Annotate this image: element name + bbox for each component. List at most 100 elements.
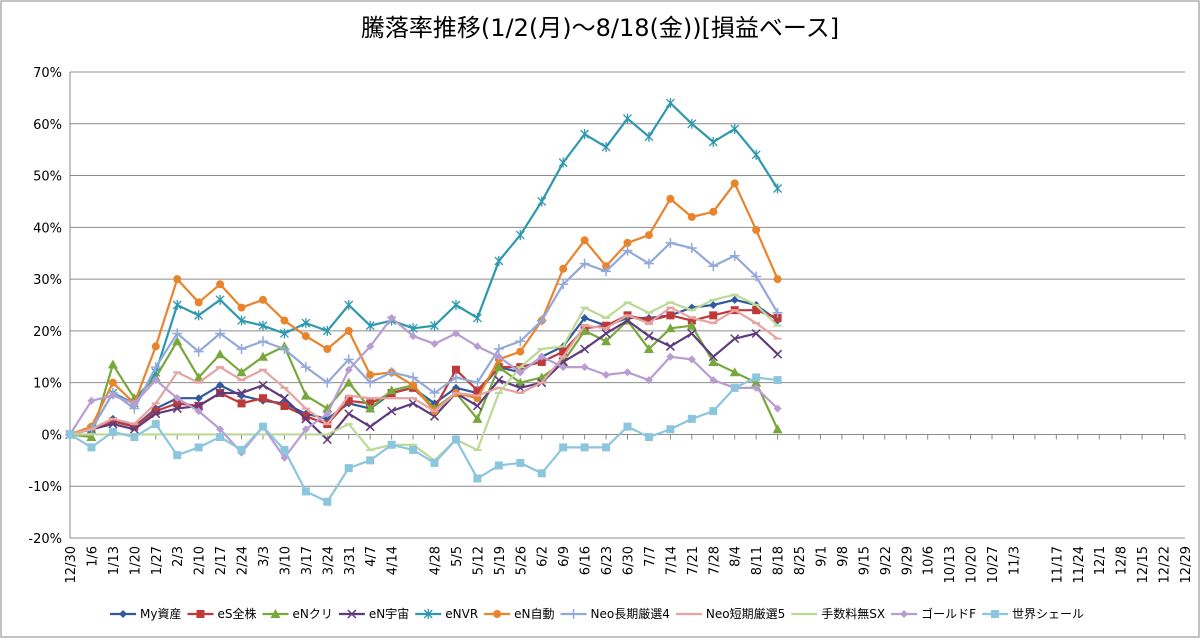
marker xyxy=(258,380,268,390)
marker xyxy=(301,318,311,329)
marker xyxy=(472,312,482,323)
marker xyxy=(301,412,310,421)
marker xyxy=(347,609,357,619)
marker xyxy=(173,394,182,403)
series-line xyxy=(69,306,779,436)
marker xyxy=(730,295,739,304)
marker xyxy=(579,325,590,335)
marker xyxy=(559,443,568,452)
marker xyxy=(730,383,739,392)
marker xyxy=(301,487,310,496)
marker xyxy=(666,425,675,434)
marker xyxy=(643,258,654,269)
x-tick-label: 1/6 xyxy=(85,546,100,567)
y-tick-label: 50% xyxy=(33,170,62,185)
x-tick-label: 3/3 xyxy=(257,546,272,567)
marker xyxy=(237,388,247,398)
marker xyxy=(579,258,590,269)
x-tick-label: 1/13 xyxy=(107,546,122,575)
series-line xyxy=(69,319,779,441)
marker xyxy=(322,377,333,388)
marker xyxy=(580,344,590,354)
marker xyxy=(493,610,502,618)
marker xyxy=(366,370,375,379)
legend: My資産 eS全株 eNクリ eN宇宙 eNVR eN自動 Neo長期厳選4 Neo短期厳選5… xyxy=(110,606,1084,621)
legend-label: 世界シェール xyxy=(1012,607,1084,621)
marker xyxy=(194,394,203,403)
marker xyxy=(365,377,376,388)
marker xyxy=(665,237,676,248)
marker xyxy=(580,129,590,140)
marker xyxy=(279,344,290,355)
marker xyxy=(237,399,246,408)
marker xyxy=(752,383,761,392)
marker xyxy=(216,433,225,442)
marker xyxy=(709,376,718,385)
x-tick-label: 3/17 xyxy=(300,546,315,575)
marker xyxy=(580,363,589,372)
marker xyxy=(344,326,353,335)
marker xyxy=(623,113,632,124)
x-tick-label: 9/22 xyxy=(879,546,894,575)
legend-label: eNクリ xyxy=(293,607,333,621)
marker xyxy=(729,367,740,377)
x-tick-label: 10/20 xyxy=(965,546,980,583)
marker xyxy=(773,183,783,194)
marker xyxy=(623,238,632,247)
x-tick-label: 6/9 xyxy=(557,546,572,567)
marker xyxy=(644,231,653,240)
marker xyxy=(129,424,139,434)
legend-label: eN宇宙 xyxy=(369,606,409,621)
marker xyxy=(322,435,332,445)
marker xyxy=(752,225,761,234)
marker xyxy=(687,328,697,339)
x-tick-label: 10/6 xyxy=(922,546,937,575)
marker xyxy=(537,352,546,361)
x-tick-label: 8/18 xyxy=(772,546,787,575)
x-tick-label: 6/30 xyxy=(622,546,637,575)
marker xyxy=(270,609,281,618)
x-tick-label: 5/5 xyxy=(450,546,465,567)
marker xyxy=(773,275,782,284)
marker xyxy=(257,351,268,361)
marker xyxy=(644,316,653,325)
marker xyxy=(773,376,782,385)
marker xyxy=(108,427,117,436)
x-tick-label: 1/27 xyxy=(150,546,165,575)
x-tick-label: 2/17 xyxy=(214,546,229,575)
chart-title: 騰落率推移(1/2(月)～8/18(金))[損益ベース] xyxy=(361,14,839,42)
marker xyxy=(665,98,675,109)
y-tick-label: -10% xyxy=(28,480,62,495)
series xyxy=(66,179,782,439)
x-tick-label: 10/13 xyxy=(943,546,958,583)
marker xyxy=(215,349,226,359)
marker xyxy=(409,445,418,454)
marker xyxy=(516,458,525,467)
marker xyxy=(108,417,117,426)
marker xyxy=(537,196,547,207)
marker xyxy=(568,609,579,619)
marker xyxy=(708,136,718,147)
x-tick-label: 9/8 xyxy=(836,546,851,567)
legend-label: eNVR xyxy=(445,607,478,621)
marker xyxy=(644,131,654,142)
marker xyxy=(751,271,762,282)
y-tick-label: 10% xyxy=(33,377,62,392)
marker xyxy=(536,315,547,326)
marker xyxy=(108,391,117,400)
marker xyxy=(429,388,440,399)
marker xyxy=(451,435,460,444)
x-tick-label: 2/10 xyxy=(193,546,208,575)
marker xyxy=(323,345,332,354)
x-tick-label: 12/29 xyxy=(1179,546,1194,583)
marker xyxy=(686,243,697,254)
marker xyxy=(602,370,611,379)
marker xyxy=(387,440,396,449)
x-tick-label: 7/21 xyxy=(686,546,701,575)
marker xyxy=(900,610,909,618)
marker xyxy=(559,264,568,273)
x-tick-label: 3/24 xyxy=(321,546,336,575)
x-tick-label: 6/16 xyxy=(579,546,594,575)
x-tick-label: 6/23 xyxy=(600,546,615,575)
